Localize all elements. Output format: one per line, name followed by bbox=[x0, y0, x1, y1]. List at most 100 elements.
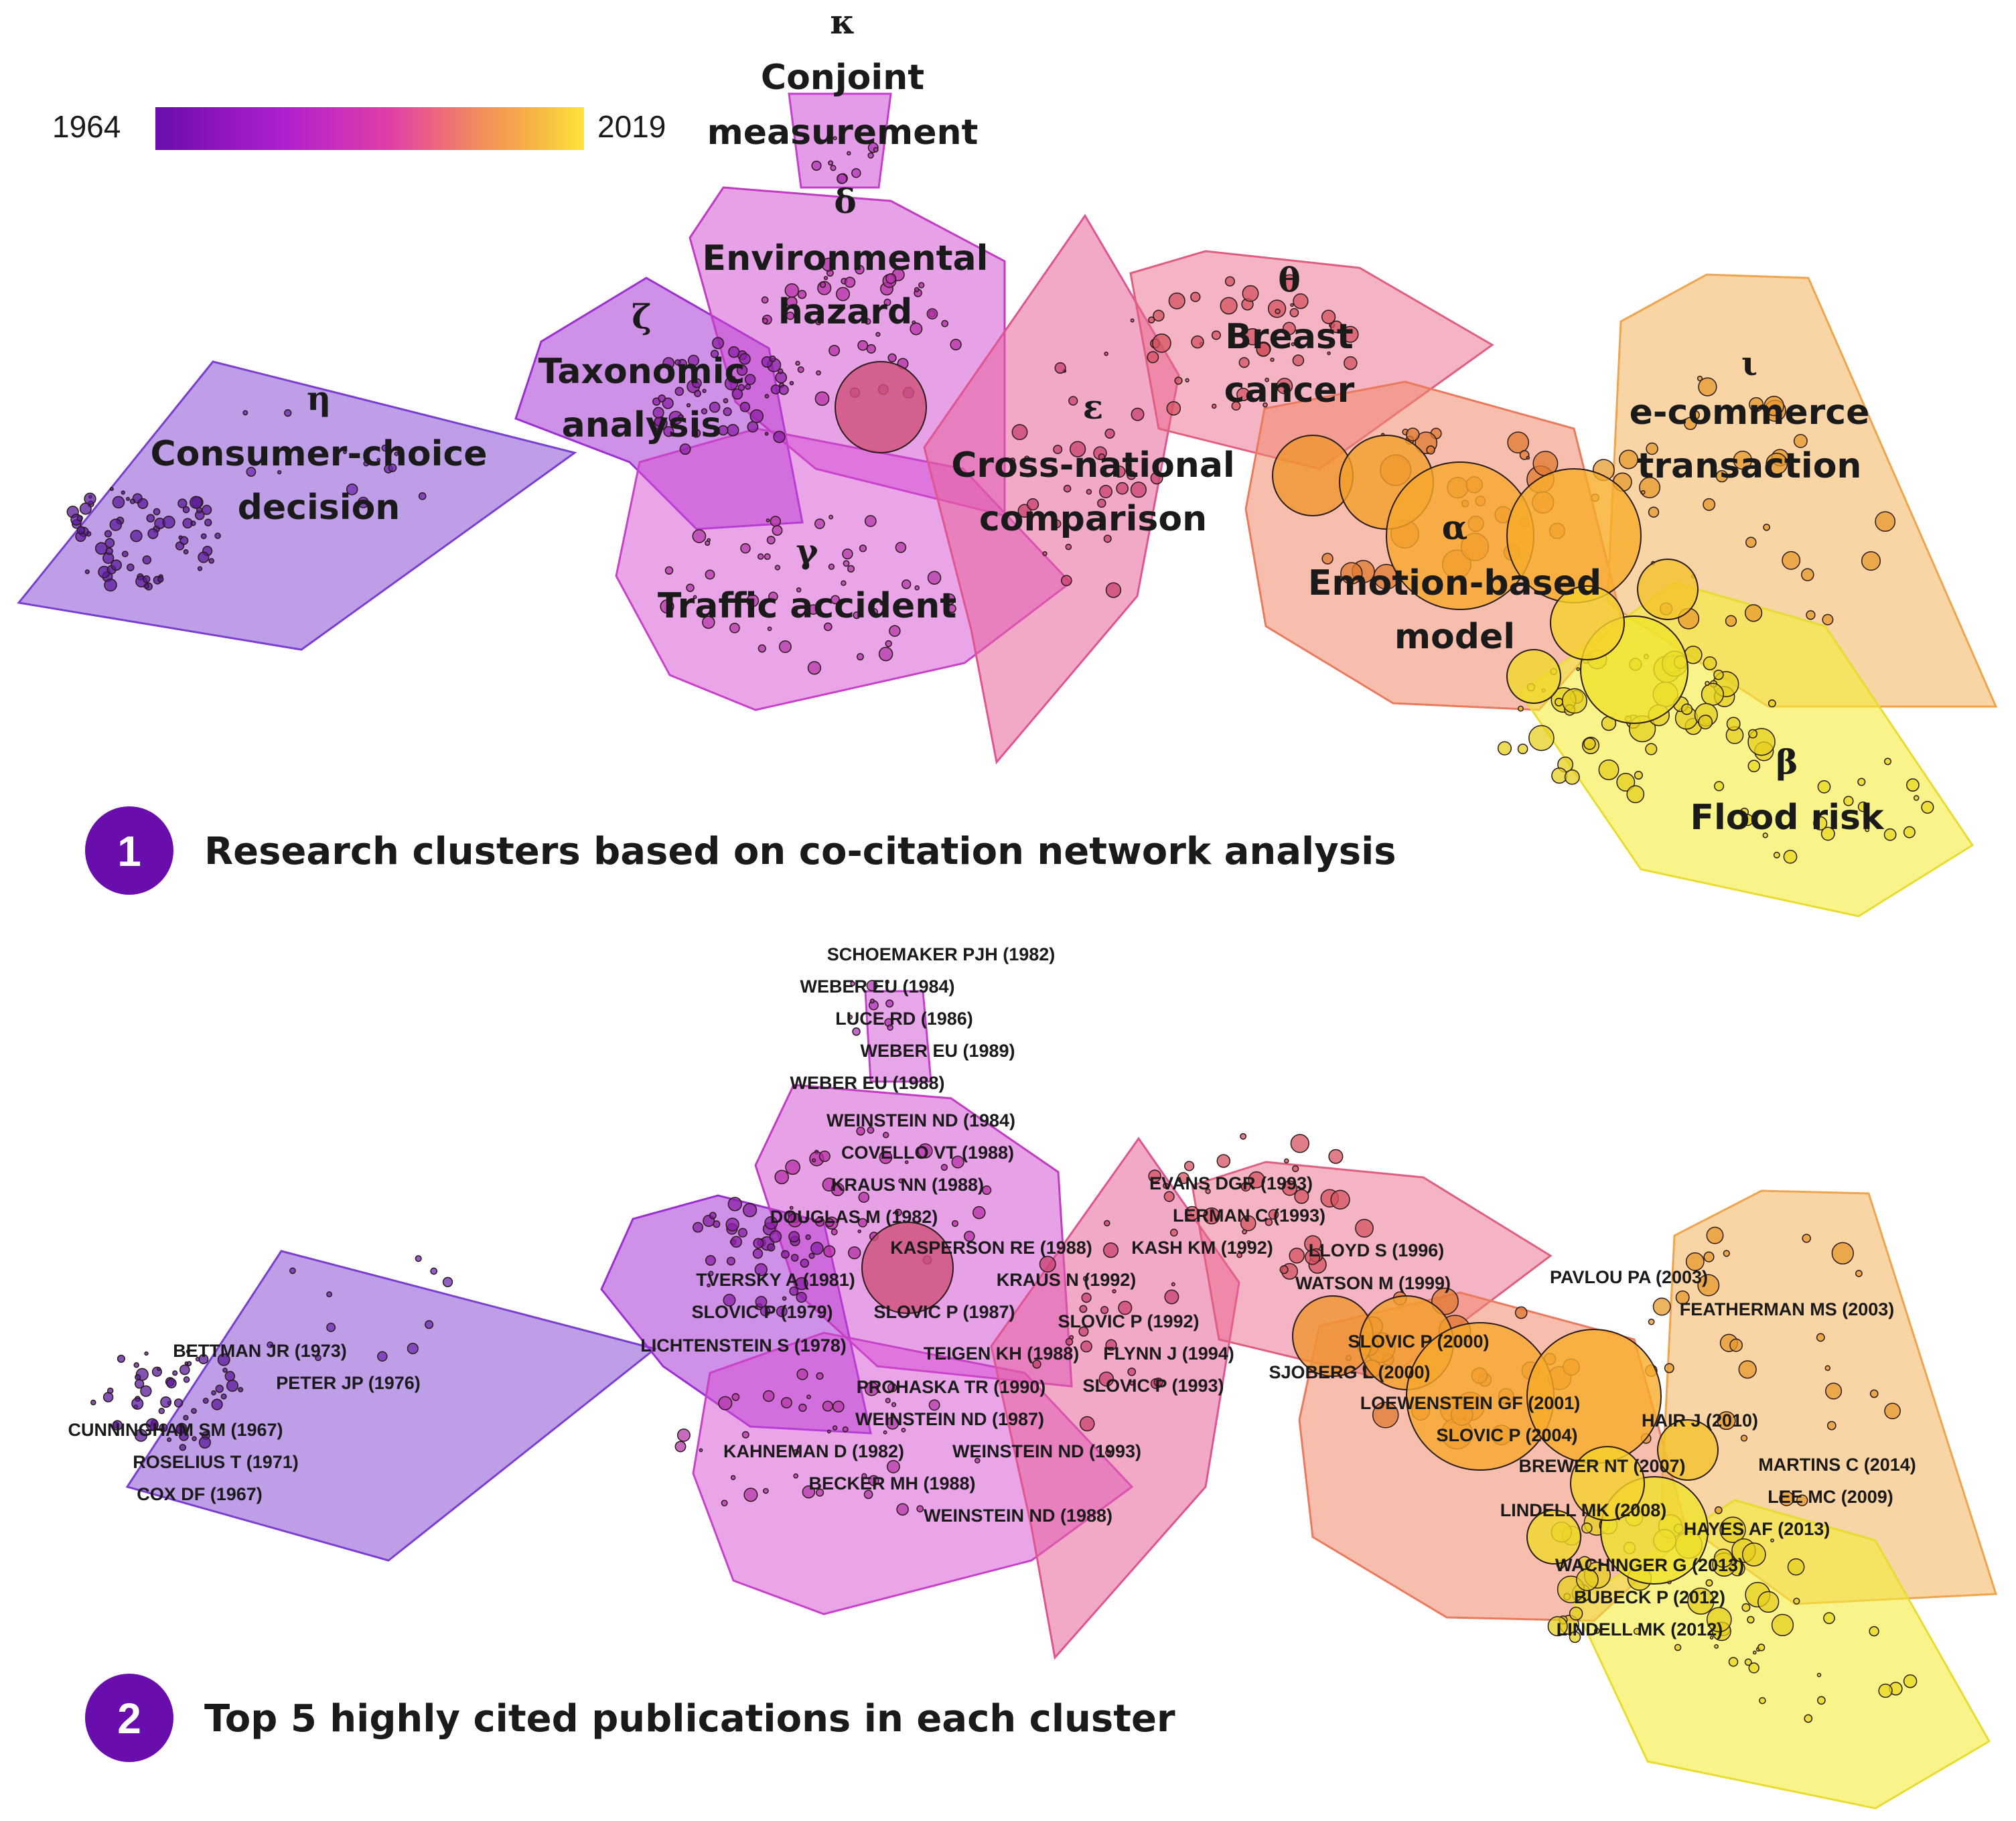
network-node bbox=[723, 398, 729, 404]
network-node bbox=[425, 1320, 434, 1329]
network-node bbox=[179, 536, 189, 545]
network-node bbox=[1174, 376, 1183, 385]
network-node bbox=[1729, 1338, 1743, 1352]
pub-label: SLOVIC P (1987) bbox=[873, 1302, 1015, 1322]
network-node bbox=[1726, 717, 1741, 731]
network-node bbox=[147, 528, 159, 539]
network-node bbox=[831, 1182, 845, 1197]
network-node bbox=[729, 622, 740, 634]
network-node bbox=[1569, 1607, 1583, 1621]
network-node bbox=[220, 1393, 227, 1400]
cluster-gamma-label: γ Traffic accident bbox=[658, 531, 956, 626]
network-node bbox=[1705, 680, 1710, 686]
network-node bbox=[1100, 1306, 1109, 1315]
network-node bbox=[134, 1429, 148, 1442]
network-node bbox=[195, 1356, 200, 1362]
network-node bbox=[816, 1372, 824, 1380]
network-node bbox=[1768, 699, 1776, 708]
network-node bbox=[947, 604, 956, 613]
network-node-major bbox=[1550, 585, 1625, 660]
network-node bbox=[326, 1323, 336, 1332]
network-node bbox=[1104, 1449, 1112, 1456]
pub-label: KASPERSON RE (1988) bbox=[890, 1238, 1092, 1258]
network-node bbox=[109, 518, 123, 531]
network-node bbox=[692, 529, 707, 543]
network-node bbox=[687, 354, 700, 366]
network-node bbox=[1191, 335, 1204, 349]
network-node bbox=[1664, 1363, 1674, 1374]
network-node bbox=[1238, 357, 1250, 368]
network-node bbox=[830, 165, 837, 171]
network-node bbox=[1069, 441, 1086, 457]
network-node-major bbox=[835, 361, 927, 453]
network-node bbox=[754, 1263, 768, 1277]
network-node bbox=[856, 1126, 865, 1136]
network-node bbox=[808, 1252, 815, 1259]
network-node bbox=[866, 980, 878, 992]
network-node bbox=[898, 1178, 904, 1183]
network-node bbox=[208, 558, 214, 564]
network-node bbox=[699, 1448, 703, 1453]
network-node bbox=[267, 1341, 274, 1348]
network-node bbox=[111, 559, 122, 571]
network-node bbox=[76, 526, 86, 535]
network-node bbox=[1236, 387, 1250, 402]
network-node bbox=[869, 999, 875, 1004]
network-node bbox=[796, 1368, 808, 1380]
network-node bbox=[84, 492, 96, 505]
network-node bbox=[1616, 772, 1636, 792]
network-node bbox=[1065, 543, 1072, 551]
network-node bbox=[184, 1361, 189, 1366]
network-node bbox=[144, 1351, 149, 1356]
cluster-eta-greek: η bbox=[307, 378, 331, 418]
p2-cluster-eta-hull bbox=[125, 1250, 658, 1562]
network-node bbox=[842, 548, 853, 560]
network-node bbox=[1203, 1207, 1220, 1225]
network-node bbox=[694, 390, 701, 397]
p2-cluster-kappa-hull bbox=[864, 990, 932, 1083]
network-node bbox=[715, 376, 721, 382]
network-node bbox=[1130, 482, 1147, 498]
network-node bbox=[789, 1206, 794, 1210]
network-node bbox=[837, 173, 847, 184]
network-node bbox=[1865, 827, 1870, 832]
network-node bbox=[808, 604, 819, 615]
network-node bbox=[807, 661, 822, 675]
network-node bbox=[1011, 424, 1028, 441]
panel-2-nodes bbox=[90, 979, 1918, 1723]
network-node bbox=[693, 595, 697, 599]
network-node bbox=[727, 1197, 742, 1212]
network-node bbox=[1564, 769, 1580, 785]
network-node bbox=[1112, 1289, 1117, 1294]
network-node bbox=[1340, 562, 1363, 585]
network-node bbox=[859, 544, 867, 553]
network-node bbox=[745, 384, 751, 390]
network-node bbox=[129, 498, 136, 504]
network-node bbox=[1236, 1252, 1242, 1258]
network-node bbox=[1099, 485, 1112, 498]
network-node bbox=[816, 370, 821, 376]
network-node bbox=[826, 1429, 831, 1434]
network-node bbox=[1813, 816, 1828, 830]
network-node bbox=[709, 1212, 717, 1220]
network-node bbox=[786, 311, 795, 320]
network-node bbox=[1081, 1293, 1092, 1303]
network-node bbox=[1857, 778, 1866, 786]
network-node bbox=[357, 496, 369, 508]
network-node bbox=[1220, 297, 1238, 315]
network-node bbox=[1127, 1367, 1137, 1376]
network-node bbox=[886, 1459, 900, 1473]
network-node bbox=[1009, 457, 1016, 463]
network-node bbox=[1793, 1597, 1800, 1605]
network-node bbox=[1065, 1337, 1074, 1346]
network-node bbox=[76, 515, 83, 522]
network-node bbox=[788, 1213, 802, 1228]
network-node bbox=[1626, 785, 1645, 804]
network-node bbox=[1514, 1306, 1528, 1319]
network-node bbox=[674, 1441, 687, 1453]
network-node bbox=[145, 1418, 159, 1431]
network-node bbox=[1681, 703, 1693, 715]
pub-label: WATSON M (1999) bbox=[1295, 1273, 1451, 1293]
network-node bbox=[1289, 1248, 1305, 1264]
network-node bbox=[1883, 828, 1897, 841]
